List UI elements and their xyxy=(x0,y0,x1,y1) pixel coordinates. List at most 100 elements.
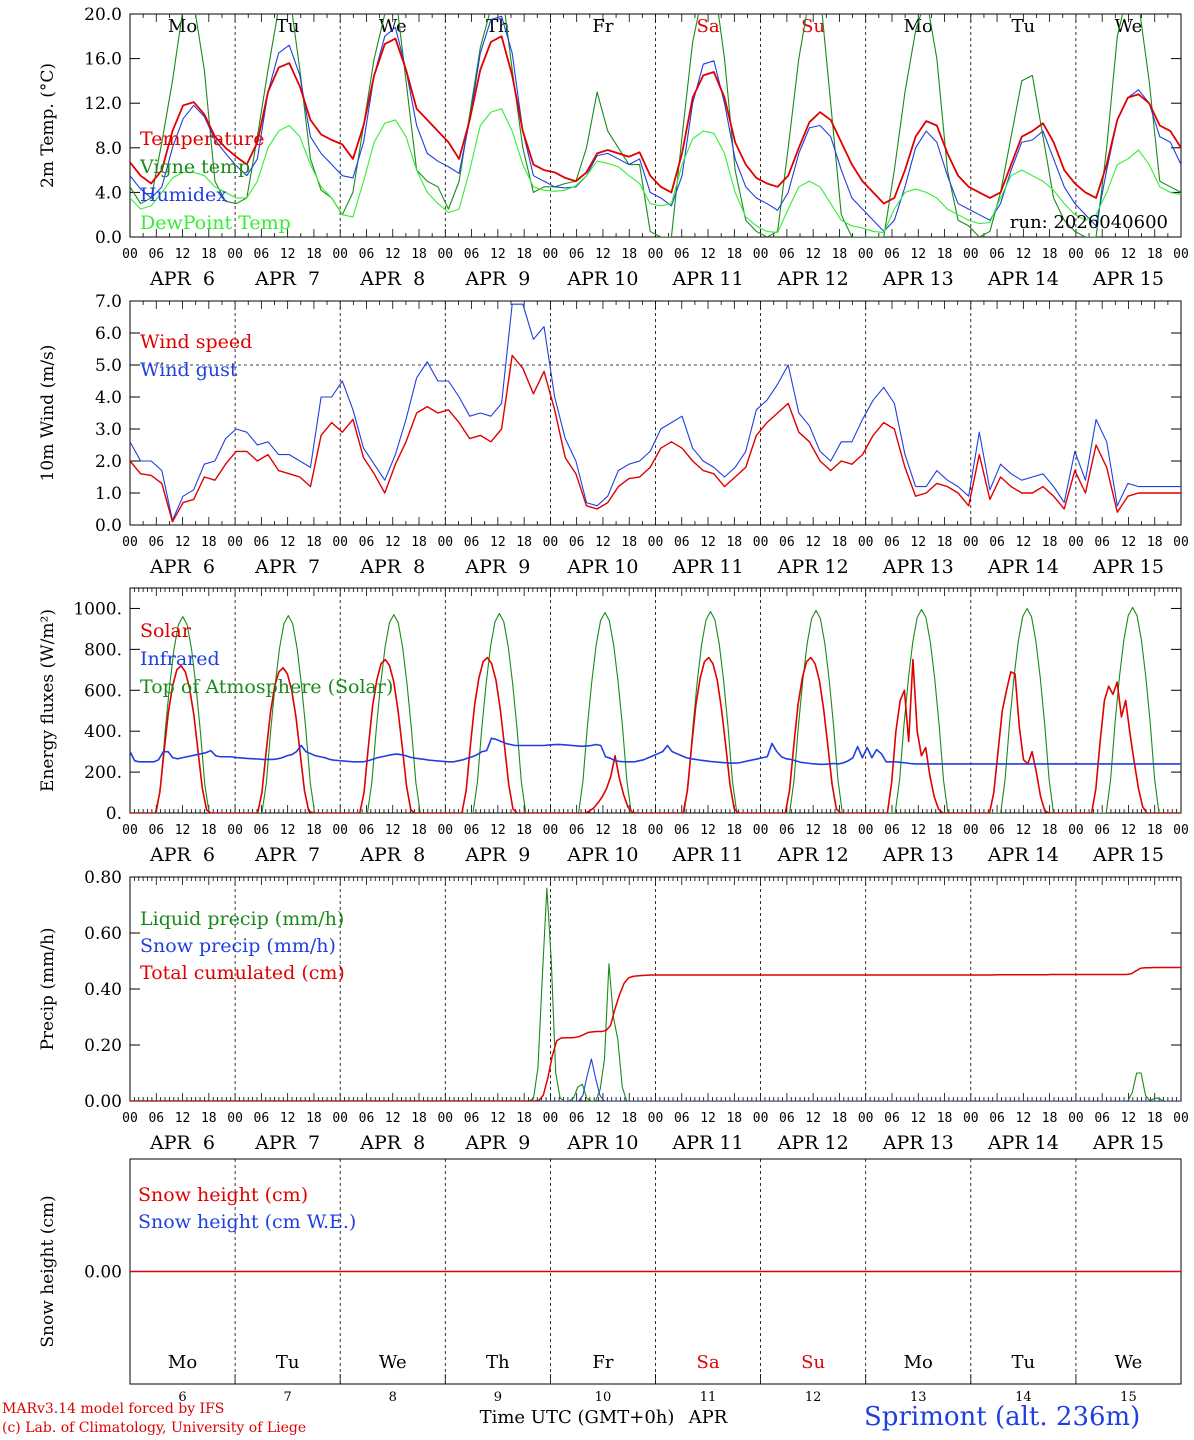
series-line-top-of-atmosphere-solar- xyxy=(130,606,1181,813)
day-number-label: 6 xyxy=(178,1390,186,1405)
date-label: APR 15 xyxy=(1092,556,1164,578)
hour-tick-label: 18 xyxy=(306,247,322,262)
hour-tick-label: 06 xyxy=(884,1111,900,1126)
hour-tick-label: 18 xyxy=(726,1111,742,1126)
y-tick-label: 0.00 xyxy=(84,1092,122,1112)
legend-entry: Temperature xyxy=(140,128,264,150)
hour-tick-label: 12 xyxy=(175,1111,191,1126)
hour-tick-label: 06 xyxy=(674,535,690,550)
y-tick-label: 800. xyxy=(84,640,122,660)
series-line-wind-gust xyxy=(130,303,1181,521)
station-name: Sprimont (alt. 236m) xyxy=(864,1402,1141,1432)
hour-tick-label: 00 xyxy=(1068,535,1084,550)
hour-tick-label: 06 xyxy=(464,535,480,550)
hour-tick-label: 00 xyxy=(227,823,243,838)
y-tick-label: 8.0 xyxy=(95,139,122,159)
day-number-label: 14 xyxy=(1015,1390,1032,1405)
model-credit: MARv3.14 model forced by IFS xyxy=(2,1401,225,1417)
day-number-label: 12 xyxy=(805,1390,822,1405)
y-tick-label: 6.0 xyxy=(95,324,122,344)
day-of-week-label: Fr xyxy=(592,1352,613,1373)
date-label: APR 15 xyxy=(1092,1132,1164,1154)
y-tick-label: 0.00 xyxy=(84,1263,122,1283)
y-tick-label: 1000. xyxy=(73,599,122,619)
hour-tick-label: 12 xyxy=(1016,247,1032,262)
hour-tick-label: 12 xyxy=(280,823,296,838)
y-tick-label: 200. xyxy=(84,763,122,783)
hour-tick-label: 00 xyxy=(963,1111,979,1126)
hour-tick-label: 06 xyxy=(569,823,585,838)
hour-tick-label: 06 xyxy=(989,535,1005,550)
hour-tick-label: 18 xyxy=(726,247,742,262)
legend-entry: Snow height (cm) xyxy=(138,1184,308,1206)
legend-entry: Infrared xyxy=(140,648,220,670)
date-label: APR 10 xyxy=(566,1132,638,1154)
hour-tick-label: 12 xyxy=(595,1111,611,1126)
y-tick-label: 12.0 xyxy=(84,94,122,114)
hour-tick-label: 18 xyxy=(201,823,217,838)
hour-tick-label: 18 xyxy=(937,247,953,262)
hour-tick-label: 18 xyxy=(1042,823,1058,838)
series-line-wind-speed xyxy=(130,354,1181,523)
hour-tick-label: 00 xyxy=(437,1111,453,1126)
hour-tick-label: 00 xyxy=(753,823,769,838)
y-tick-label: 20.0 xyxy=(84,5,122,25)
hour-tick-label: 18 xyxy=(937,1111,953,1126)
date-label: APR 8 xyxy=(359,556,425,578)
hour-tick-label: 18 xyxy=(832,823,848,838)
y-tick-label: 3.0 xyxy=(95,420,122,440)
date-label: APR 13 xyxy=(882,1132,954,1154)
day-of-week-label: Su xyxy=(801,16,825,37)
hour-tick-label: 18 xyxy=(516,535,532,550)
hour-tick-label: 12 xyxy=(910,535,926,550)
hour-tick-label: 12 xyxy=(175,823,191,838)
series-line-dewpoint-temp xyxy=(130,108,1181,234)
day-of-week-label: Sa xyxy=(697,1352,720,1373)
legend-entry: Wind gust xyxy=(140,359,238,381)
hour-tick-label: 00 xyxy=(122,535,138,550)
hour-tick-label: 06 xyxy=(254,247,270,262)
y-tick-label: 2.0 xyxy=(95,452,122,472)
date-label: APR 12 xyxy=(777,1132,849,1154)
hour-tick-label: 18 xyxy=(937,535,953,550)
hour-tick-label: 18 xyxy=(306,535,322,550)
day-number-label: 8 xyxy=(389,1390,397,1405)
hour-tick-label: 18 xyxy=(832,247,848,262)
hour-tick-label: 00 xyxy=(543,247,559,262)
hour-tick-label: 12 xyxy=(910,823,926,838)
hour-tick-label: 18 xyxy=(726,535,742,550)
series-line-infrared xyxy=(130,737,1181,766)
y-tick-label: 0.60 xyxy=(84,924,122,944)
day-of-week-label: Tu xyxy=(1012,16,1036,37)
date-label: APR 7 xyxy=(254,844,320,866)
hour-tick-label: 18 xyxy=(306,823,322,838)
hour-tick-label: 00 xyxy=(543,823,559,838)
hour-tick-label: 12 xyxy=(490,247,506,262)
hour-tick-label: 00 xyxy=(437,247,453,262)
hour-tick-label: 18 xyxy=(1147,823,1163,838)
day-of-week-label: Tu xyxy=(276,16,300,37)
hour-tick-label: 12 xyxy=(385,1111,401,1126)
y-tick-label: 16.0 xyxy=(84,50,122,70)
date-label: APR 9 xyxy=(464,556,530,578)
y-tick-label: 7.0 xyxy=(95,292,122,312)
date-label: APR 9 xyxy=(464,1132,530,1154)
hour-tick-label: 06 xyxy=(884,823,900,838)
hour-tick-label: 00 xyxy=(227,535,243,550)
hour-tick-label: 06 xyxy=(674,823,690,838)
hour-tick-label: 12 xyxy=(910,247,926,262)
hour-tick-label: 00 xyxy=(963,535,979,550)
hour-tick-label: 00 xyxy=(1173,823,1189,838)
day-of-week-label: Tu xyxy=(276,1352,300,1373)
hour-tick-label: 12 xyxy=(1121,1111,1137,1126)
day-of-week-label: Tu xyxy=(1012,1352,1036,1373)
date-label: APR 6 xyxy=(149,1132,215,1154)
hour-tick-label: 12 xyxy=(1016,823,1032,838)
hour-tick-label: 06 xyxy=(1094,535,1110,550)
date-label: APR 12 xyxy=(777,268,849,290)
hour-tick-label: 12 xyxy=(805,247,821,262)
hour-tick-label: 12 xyxy=(805,1111,821,1126)
hour-tick-label: 06 xyxy=(569,1111,585,1126)
hour-tick-label: 00 xyxy=(122,247,138,262)
y-axis-label: Energy fluxes (W/m²) xyxy=(38,609,58,792)
